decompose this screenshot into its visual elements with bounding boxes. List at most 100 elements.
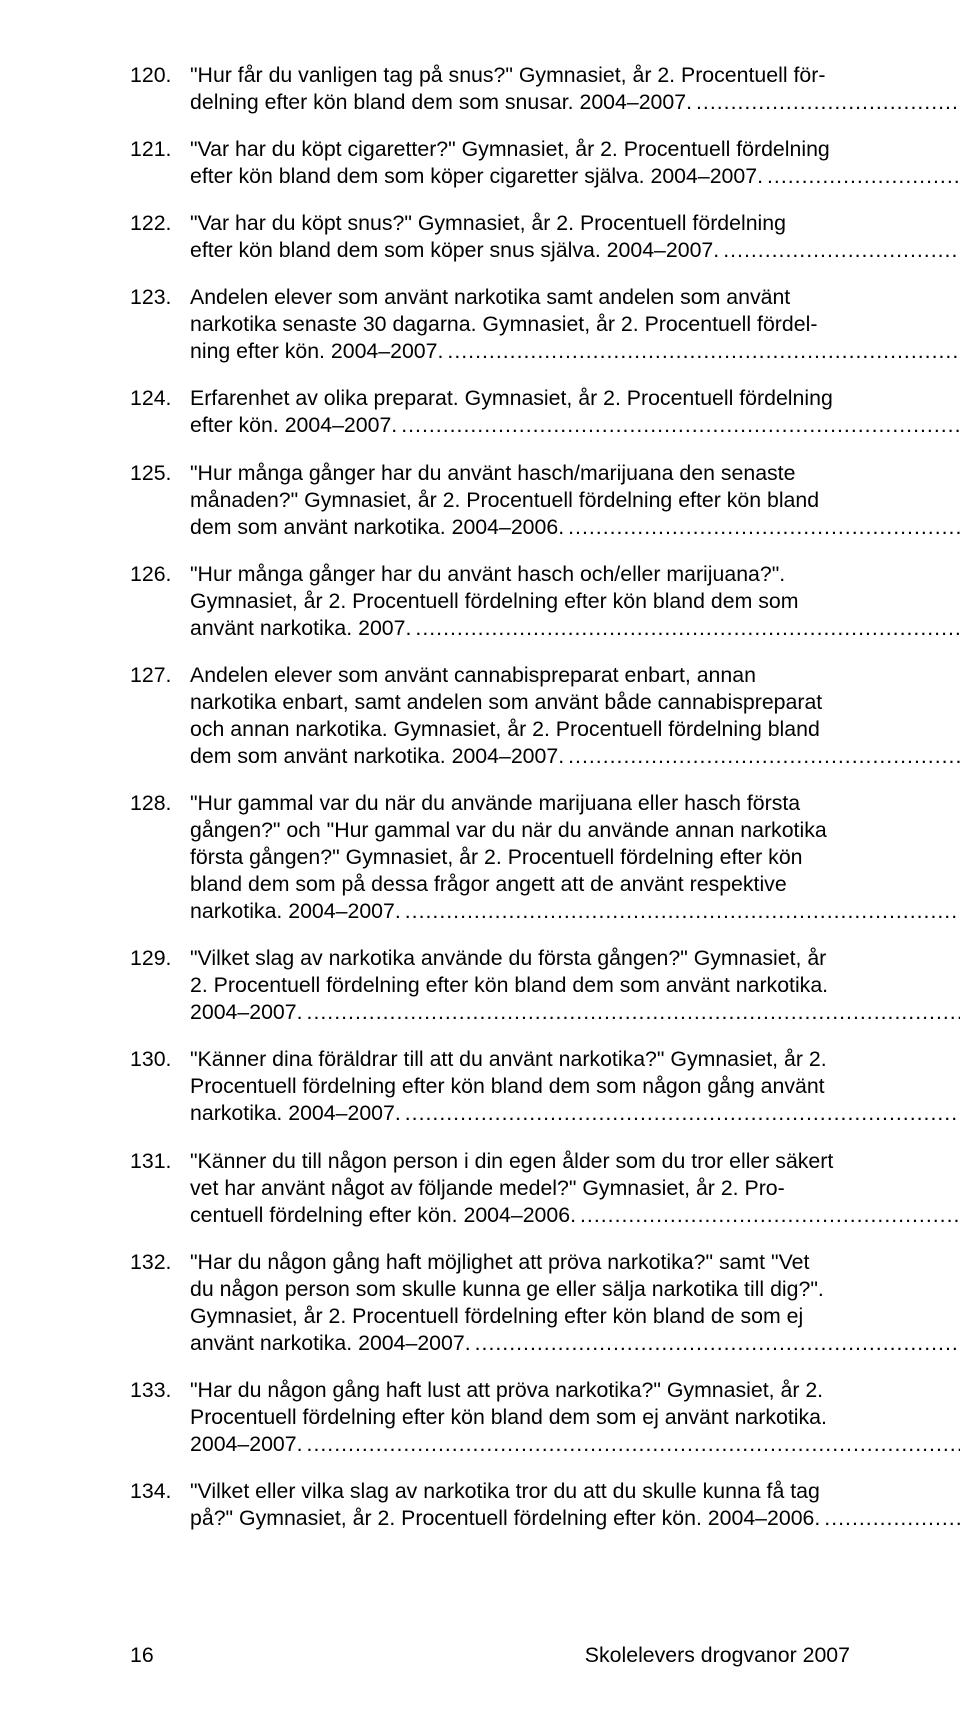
toc-entry-number: 121. [130,136,190,163]
toc-entry-text: "Har du någon gång haft lust att pröva n… [190,1377,960,1458]
toc-entry-last-text: på?" Gymnasiet, år 2. Procentuell fördel… [190,1505,820,1532]
toc-entry-last-text: centuell fördelning efter kön. 2004–2006… [190,1202,576,1229]
toc-entry-line: bland dem som på dessa frågor angett att… [190,871,960,898]
toc-entry-last-text: använt narkotika. 2007. [190,615,411,642]
toc-entry-text: "Känner dina föräldrar till att du använ… [190,1046,960,1127]
toc-entry-text: "Känner du till någon person i din egen … [190,1148,960,1229]
toc-entry-last-text: efter kön bland dem som köper cigaretter… [190,163,763,190]
dot-leader [696,89,960,116]
toc-entry-last-line: 2004–2007.225 [190,999,960,1026]
toc-entry-last-text: 2004–2007. [190,1431,303,1458]
toc-entry-last-line: använt narkotika. 2004–2007.226 [190,1330,960,1357]
dot-leader [580,1202,960,1229]
dot-leader [405,898,960,925]
toc-entry-last-line: narkotika. 2004–2007.225 [190,1100,960,1127]
toc-entry-last-text: ning efter kön. 2004–2007. [190,338,443,365]
toc-entry-line: "Vilket slag av narkotika använde du för… [190,945,960,972]
page-footer: 16 Skolelevers drogvanor 2007 [130,1643,850,1668]
toc-entry-line: vet har använt något av följande medel?"… [190,1175,960,1202]
toc-entry-text: "Var har du köpt snus?" Gymnasiet, år 2.… [190,210,960,264]
toc-entry-last-line: efter kön bland dem som köper snus själv… [190,237,960,264]
toc-entry-text: "Hur får du vanligen tag på snus?" Gymna… [190,62,960,116]
toc-entry-line: gången?" och "Hur gammal var du när du a… [190,817,960,844]
toc-entry-text: "Var har du köpt cigaretter?" Gymnasiet,… [190,136,960,190]
toc-entry-line: "Känner du till någon person i din egen … [190,1148,960,1175]
toc-entry-line: "Känner dina föräldrar till att du använ… [190,1046,960,1073]
toc-entry-number: 122. [130,210,190,237]
toc-entry-number: 124. [130,385,190,412]
toc-entry-line: "Hur får du vanligen tag på snus?" Gymna… [190,62,960,89]
toc-entry-line: månaden?" Gymnasiet, år 2. Procentuell f… [190,487,960,514]
toc-entry-number: 132. [130,1249,190,1276]
toc-entry-last-line: dem som använt narkotika. 2004–2006.222 [190,514,960,541]
toc-entry-line: narkotika senaste 30 dagarna. Gymnasiet,… [190,311,960,338]
toc-entry-line: Andelen elever som använt narkotika samt… [190,284,960,311]
toc-entry-line: Gymnasiet, år 2. Procentuell fördelning … [190,588,960,615]
toc-entry: 125."Hur många gånger har du använt hasc… [130,460,850,541]
toc-list: 120."Hur får du vanligen tag på snus?" G… [130,62,850,1532]
toc-entry-line: 2. Procentuell fördelning efter kön blan… [190,972,960,999]
toc-entry-last-line: efter kön. 2004–2007.221 [190,412,960,439]
toc-entry-number: 129. [130,945,190,972]
toc-entry-text: "Hur många gånger har du använt hasch/ma… [190,460,960,541]
toc-entry-last-text: dem som använt narkotika. 2004–2006. [190,514,564,541]
toc-entry-last-line: 2004–2007.227 [190,1431,960,1458]
dot-leader [824,1505,960,1532]
toc-entry-last-text: använt narkotika. 2004–2007. [190,1330,471,1357]
toc-entry-last-line: dem som använt narkotika. 2004–2007.223 [190,743,960,770]
toc-entry: 132."Har du någon gång haft möjlighet at… [130,1249,850,1357]
toc-entry: 123.Andelen elever som använt narkotika … [130,284,850,365]
dot-leader [401,412,960,439]
toc-entry-text: "Vilket eller vilka slag av narkotika tr… [190,1478,960,1532]
toc-entry: 130."Känner dina föräldrar till att du a… [130,1046,850,1127]
toc-entry-number: 123. [130,284,190,311]
dot-leader [405,1100,960,1127]
toc-entry-line: och annan narkotika. Gymnasiet, år 2. Pr… [190,716,960,743]
toc-entry: 121."Var har du köpt cigaretter?" Gymnas… [130,136,850,190]
toc-entry-last-text: delning efter kön bland dem som snusar. … [190,89,692,116]
toc-entry-number: 130. [130,1046,190,1073]
toc-entry-text: "Har du någon gång haft möjlighet att pr… [190,1249,960,1357]
toc-entry-last-line: på?" Gymnasiet, år 2. Procentuell fördel… [190,1505,960,1532]
toc-entry: 134."Vilket eller vilka slag av narkotik… [130,1478,850,1532]
toc-entry-text: "Hur många gånger har du använt hasch oc… [190,561,960,642]
toc-entry-last-line: centuell fördelning efter kön. 2004–2006… [190,1202,960,1229]
toc-entry-line: Andelen elever som använt cannabisprepar… [190,662,960,689]
toc-entry-number: 120. [130,62,190,89]
toc-entry-line: Gymnasiet, år 2. Procentuell fördelning … [190,1303,960,1330]
toc-entry: 127.Andelen elever som använt cannabispr… [130,662,850,770]
toc-entry-line: du någon person som skulle kunna ge elle… [190,1276,960,1303]
toc-entry-line: "Var har du köpt snus?" Gymnasiet, år 2.… [190,210,960,237]
toc-entry-last-text: efter kön bland dem som köper snus själv… [190,237,719,264]
dot-leader [307,999,960,1026]
toc-entry-text: "Hur gammal var du när du använde mariju… [190,790,960,925]
dot-leader [447,338,960,365]
toc-entry-line: Procentuell fördelning efter kön bland d… [190,1404,960,1431]
toc-entry: 133."Har du någon gång haft lust att prö… [130,1377,850,1458]
toc-entry-line: "Var har du köpt cigaretter?" Gymnasiet,… [190,136,960,163]
toc-entry-text: Andelen elever som använt cannabisprepar… [190,662,960,770]
toc-entry: 122."Var har du köpt snus?" Gymnasiet, å… [130,210,850,264]
toc-entry-line: narkotika enbart, samt andelen som använ… [190,689,960,716]
toc-entry-line: Erfarenhet av olika preparat. Gymnasiet,… [190,385,960,412]
toc-entry-line: "Vilket eller vilka slag av narkotika tr… [190,1478,960,1505]
toc-entry-last-line: narkotika. 2004–2007.224 [190,898,960,925]
toc-entry-last-line: delning efter kön bland dem som snusar. … [190,89,960,116]
dot-leader [723,237,960,264]
dot-leader [307,1431,960,1458]
toc-entry-last-text: dem som använt narkotika. 2004–2007. [190,743,564,770]
toc-entry: 131."Känner du till någon person i din e… [130,1148,850,1229]
dot-leader [568,743,960,770]
toc-entry: 124.Erfarenhet av olika preparat. Gymnas… [130,385,850,439]
toc-entry-number: 134. [130,1478,190,1505]
toc-entry: 126."Hur många gånger har du använt hasc… [130,561,850,642]
toc-entry-last-text: narkotika. 2004–2007. [190,1100,401,1127]
toc-entry-last-line: efter kön bland dem som köper cigaretter… [190,163,960,190]
dot-leader [415,615,960,642]
toc-entry-line: Procentuell fördelning efter kön bland d… [190,1073,960,1100]
toc-entry-number: 128. [130,790,190,817]
toc-entry-number: 126. [130,561,190,588]
toc-entry-line: "Har du någon gång haft lust att pröva n… [190,1377,960,1404]
toc-entry-last-text: narkotika. 2004–2007. [190,898,401,925]
toc-entry-number: 125. [130,460,190,487]
